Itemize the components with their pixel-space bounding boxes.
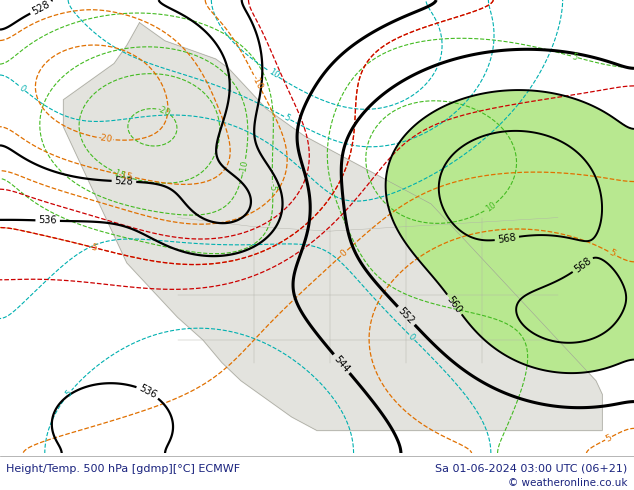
Text: 10: 10: [484, 200, 498, 213]
Text: 568: 568: [572, 255, 593, 274]
Text: -5: -5: [88, 242, 99, 253]
Text: 0: 0: [339, 248, 349, 259]
Text: -15: -15: [111, 167, 127, 181]
Text: 536: 536: [137, 383, 158, 401]
Text: 528: 528: [114, 176, 133, 187]
Text: 528: 528: [30, 0, 52, 17]
Text: 10: 10: [266, 67, 280, 80]
Text: -5: -5: [268, 183, 277, 192]
Text: 560: 560: [445, 294, 464, 315]
Text: -10: -10: [250, 74, 265, 91]
Text: -20: -20: [97, 133, 113, 144]
Text: 0: 0: [18, 83, 27, 94]
Polygon shape: [63, 23, 602, 431]
Text: 5: 5: [571, 52, 578, 62]
Text: -20: -20: [156, 104, 172, 118]
Text: Sa 01-06-2024 03:00 UTC (06+21): Sa 01-06-2024 03:00 UTC (06+21): [436, 464, 628, 473]
Text: 5: 5: [64, 388, 74, 398]
Text: Height/Temp. 500 hPa [gdmp][°C] ECMWF: Height/Temp. 500 hPa [gdmp][°C] ECMWF: [6, 464, 240, 473]
Text: 568: 568: [497, 232, 517, 245]
Text: 0: 0: [406, 332, 417, 342]
Text: 552: 552: [396, 306, 417, 326]
Text: 5: 5: [283, 113, 292, 123]
Text: 5: 5: [607, 248, 616, 259]
Text: 5: 5: [604, 433, 613, 443]
Text: © weatheronline.co.uk: © weatheronline.co.uk: [508, 478, 628, 488]
Text: -10: -10: [238, 159, 250, 174]
Text: 544: 544: [332, 353, 351, 374]
Text: -15: -15: [117, 170, 134, 182]
Text: 536: 536: [38, 216, 57, 226]
